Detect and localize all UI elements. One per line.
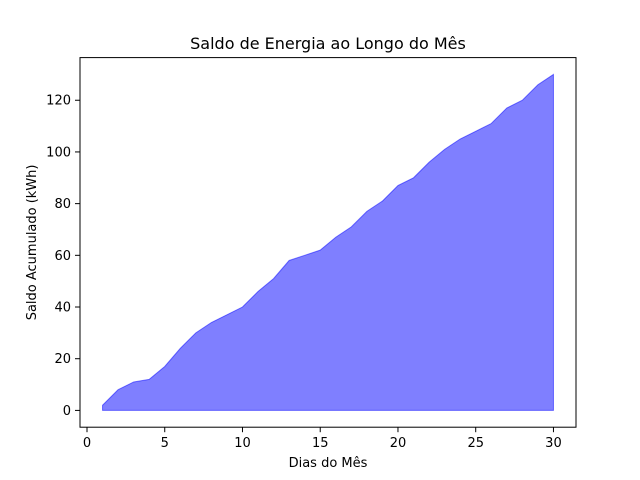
x-tick-label: 5 (161, 436, 169, 451)
y-tick-label: 20 (54, 352, 71, 367)
y-tick-label: 0 (63, 404, 71, 419)
axes-frame (79, 57, 577, 428)
x-tick-label: 30 (545, 436, 562, 451)
x-tick-label: 10 (234, 436, 251, 451)
x-axis-ticks: 0 5 10 15 20 25 30 (83, 427, 562, 451)
y-tick-label: 120 (46, 94, 71, 109)
area-series-0 (102, 73, 554, 411)
chart-title: Saldo de Energia ao Longo do Mês (190, 34, 466, 53)
y-tick-label: 40 (54, 301, 71, 316)
y-tick-label: 60 (54, 249, 71, 264)
plot-layer (102, 73, 554, 411)
y-tick-label: 100 (46, 145, 71, 160)
x-tick-label: 0 (83, 436, 91, 451)
x-tick-label: 20 (390, 436, 407, 451)
x-tick-label: 15 (312, 436, 329, 451)
y-axis-label: Saldo Acumulado (kWh) (25, 164, 40, 320)
x-axis-label: Dias do Mês (289, 456, 368, 471)
x-tick-label: 25 (467, 436, 484, 451)
y-tick-label: 80 (54, 197, 71, 212)
y-axis-ticks: 0 20 40 60 80 100 120 (46, 94, 80, 419)
